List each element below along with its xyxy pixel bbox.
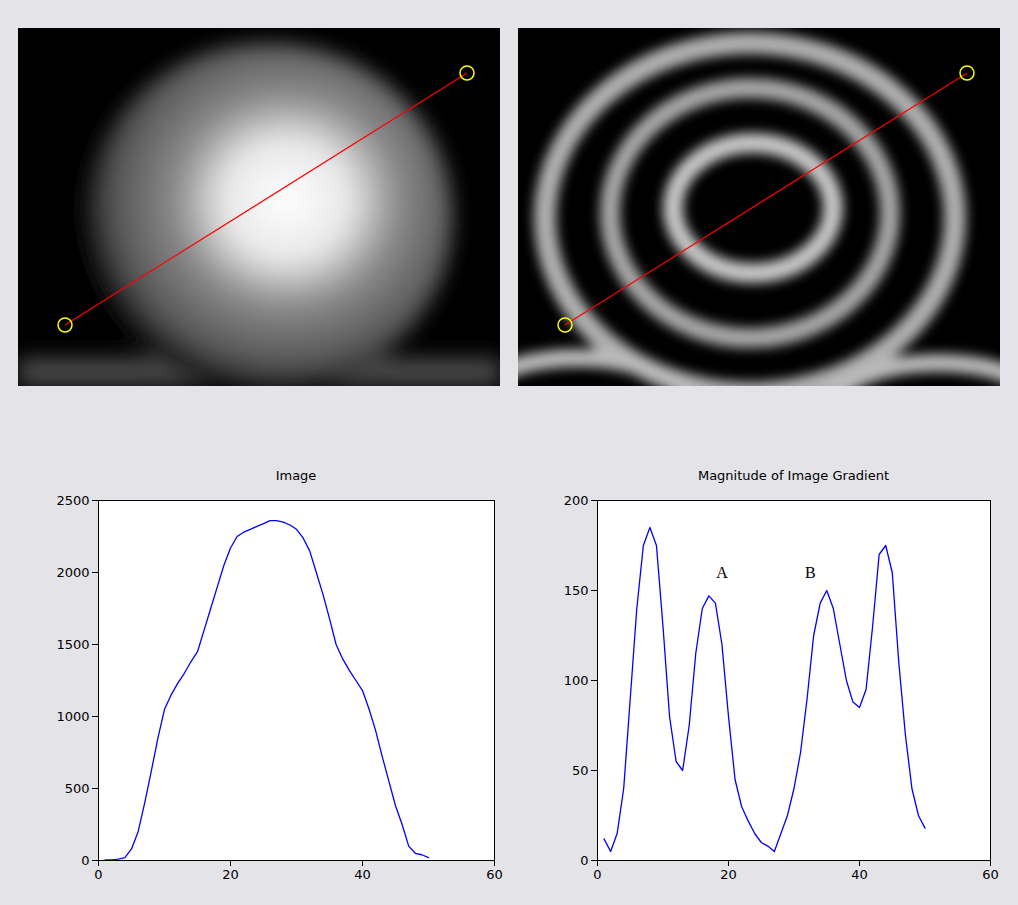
svg-text:500: 500 xyxy=(65,781,90,796)
svg-text:100: 100 xyxy=(564,673,589,688)
html-text:Magnitude of Image Gradient: Magnitude of Image Gradient xyxy=(697,468,889,483)
svg-text:2000: 2000 xyxy=(56,565,89,580)
svg-text:150: 150 xyxy=(564,583,589,598)
svg-text:0: 0 xyxy=(580,853,588,868)
svg-text:B: B xyxy=(805,564,816,581)
svg-text:200: 200 xyxy=(564,493,589,508)
svg-text:50: 50 xyxy=(572,763,589,778)
svg-text:A: A xyxy=(716,564,728,581)
svg-text:20: 20 xyxy=(222,867,239,882)
svg-text:2500: 2500 xyxy=(56,493,89,508)
svg-text:60: 60 xyxy=(982,867,999,882)
svg-text:20: 20 xyxy=(720,867,737,882)
svg-text:0: 0 xyxy=(94,867,102,882)
html-text:Image: Image xyxy=(275,468,317,483)
svg-text:1000: 1000 xyxy=(56,709,89,724)
svg-text:60: 60 xyxy=(486,867,503,882)
svg-text:40: 40 xyxy=(851,867,868,882)
svg-text:0: 0 xyxy=(593,867,601,882)
svg-text:1500: 1500 xyxy=(56,637,89,652)
svg-text:0: 0 xyxy=(81,853,89,868)
svg-text:40: 40 xyxy=(354,867,371,882)
